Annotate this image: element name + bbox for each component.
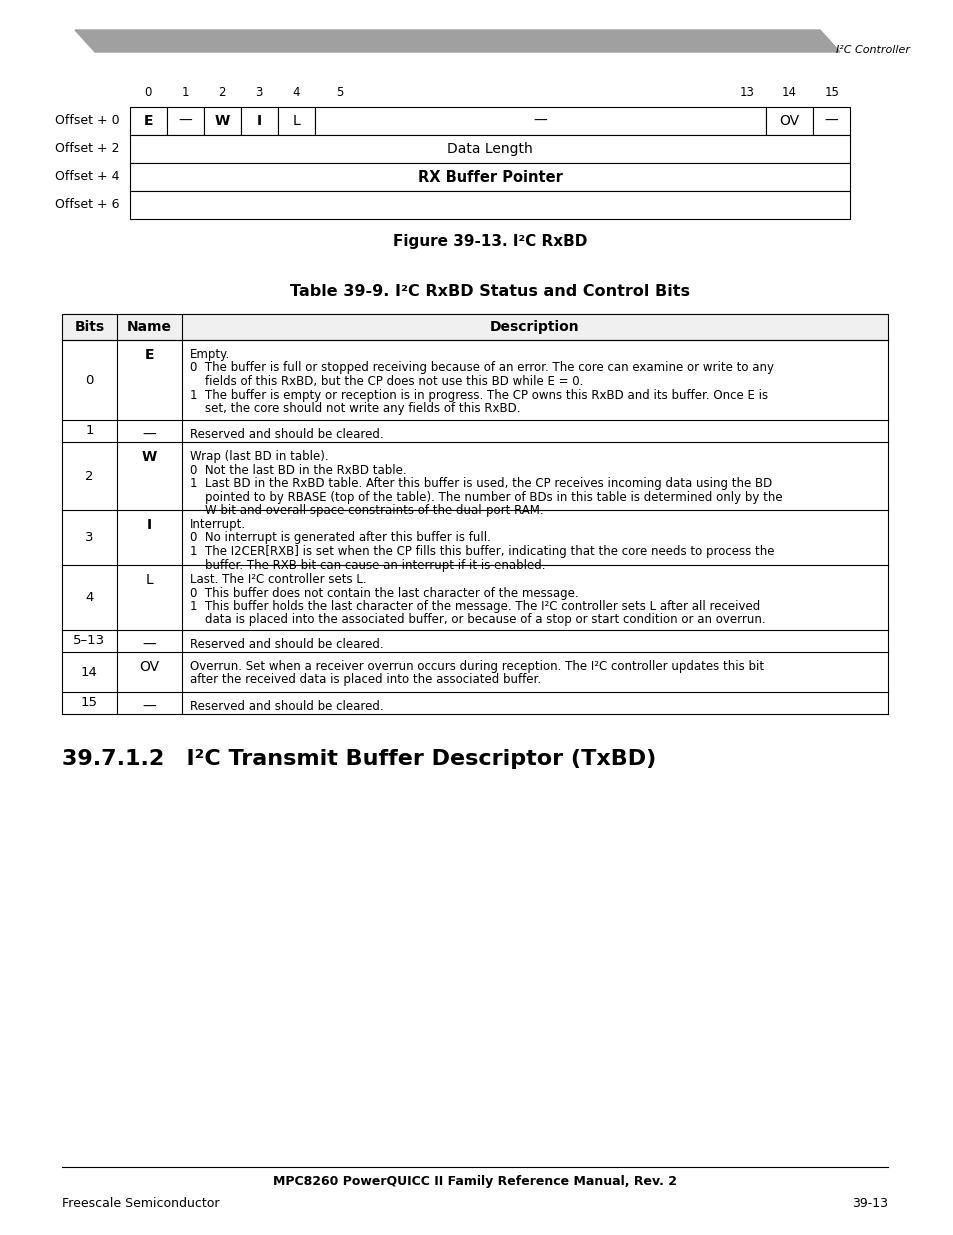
Text: RX Buffer Pointer: RX Buffer Pointer [417,169,562,184]
Text: 1: 1 [85,425,93,437]
Text: 39-13: 39-13 [851,1197,887,1210]
Text: W bit and overall space constraints of the dual-port RAM.: W bit and overall space constraints of t… [190,504,543,517]
Text: Figure 39-13. I²C RxBD: Figure 39-13. I²C RxBD [393,233,587,249]
Bar [812,107,849,135]
Text: Offset + 2: Offset + 2 [55,142,120,156]
Text: set, the core should not write any fields of this RxBD.: set, the core should not write any field… [190,403,520,415]
Text: 0: 0 [144,86,152,100]
Text: fields of this RxBD, but the CP does not use this BD while E = 0.: fields of this RxBD, but the CP does not… [190,375,583,388]
Bar [62,314,887,340]
Text: Wrap (last BD in table).: Wrap (last BD in table). [190,450,328,463]
Bar [130,191,849,219]
Text: 39.7.1.2 I²C Transmit Buffer Descriptor (TxBD): 39.7.1.2 I²C Transmit Buffer Descriptor … [62,748,656,769]
Text: OV: OV [779,114,799,128]
Bar [130,107,167,135]
Polygon shape [75,30,840,52]
Text: E: E [145,348,154,362]
Text: 4: 4 [85,592,93,604]
Text: 0  Not the last BD in the RxBD table.: 0 Not the last BD in the RxBD table. [190,463,406,477]
Text: W: W [142,450,157,464]
Text: 1  The buffer is empty or reception is in progress. The CP owns this RxBD and it: 1 The buffer is empty or reception is in… [190,389,767,401]
Text: 0  The buffer is full or stopped receiving because of an error. The core can exa: 0 The buffer is full or stopped receivin… [190,362,773,374]
Text: 1: 1 [181,86,189,100]
Bar [130,135,849,163]
Text: pointed to by RBASE (top of the table). The number of BDs in this table is deter: pointed to by RBASE (top of the table). … [190,490,781,504]
Bar [204,107,241,135]
Text: 2: 2 [218,86,226,100]
Text: after the received data is placed into the associated buffer.: after the received data is placed into t… [190,673,540,687]
Bar [241,107,277,135]
Text: 0  No interrupt is generated after this buffer is full.: 0 No interrupt is generated after this b… [190,531,491,545]
Text: 3: 3 [85,531,93,543]
Text: MPC8260 PowerQUICC II Family Reference Manual, Rev. 2: MPC8260 PowerQUICC II Family Reference M… [273,1174,677,1188]
Text: —: — [533,114,547,128]
Text: 15: 15 [823,86,839,100]
Text: E: E [144,114,153,128]
Text: —: — [143,638,156,652]
Text: L: L [146,573,153,587]
Text: 2: 2 [85,469,93,483]
Text: 5–13: 5–13 [73,635,106,647]
Text: —: — [823,114,838,128]
Text: Offset + 6: Offset + 6 [55,199,120,211]
Text: W: W [214,114,230,128]
Text: 1  Last BD in the RxBD table. After this buffer is used, the CP receives incomin: 1 Last BD in the RxBD table. After this … [190,477,771,490]
Text: 5: 5 [336,86,343,100]
Text: Offset + 4: Offset + 4 [55,170,120,184]
Text: 1  The I2CER[RXB] is set when the CP fills this buffer, indicating that the core: 1 The I2CER[RXB] is set when the CP fill… [190,545,774,558]
Text: data is placed into the associated buffer, or because of a stop or start conditi: data is placed into the associated buffe… [190,614,765,626]
Bar [314,107,765,135]
Text: Reserved and should be cleared.: Reserved and should be cleared. [190,638,383,651]
Text: Empty.: Empty. [190,348,230,361]
Text: buffer. The RXB bit can cause an interrupt if it is enabled.: buffer. The RXB bit can cause an interru… [190,558,545,572]
Text: 15: 15 [81,697,98,709]
Text: 14: 14 [81,666,98,678]
Text: L: L [293,114,300,128]
Text: Reserved and should be cleared.: Reserved and should be cleared. [190,429,383,441]
Bar [277,107,314,135]
Text: Last. The I²C controller sets L.: Last. The I²C controller sets L. [190,573,366,585]
Text: 3: 3 [255,86,262,100]
Text: Table 39-9. I²C RxBD Status and Control Bits: Table 39-9. I²C RxBD Status and Control … [290,284,689,299]
Text: Interrupt.: Interrupt. [190,517,246,531]
Text: Bits: Bits [74,320,105,333]
Bar [167,107,204,135]
Text: 0  This buffer does not contain the last character of the message.: 0 This buffer does not contain the last … [190,587,578,599]
Text: 14: 14 [781,86,796,100]
Text: —: — [143,429,156,442]
Text: —: — [143,700,156,714]
Text: I²C Controller: I²C Controller [835,44,909,56]
Text: I: I [256,114,262,128]
Text: 1  This buffer holds the last character of the message. The I²C controller sets : 1 This buffer holds the last character o… [190,600,760,613]
Text: Reserved and should be cleared.: Reserved and should be cleared. [190,700,383,713]
Bar [130,163,849,191]
Text: Name: Name [127,320,172,333]
Text: —: — [178,114,193,128]
Text: Description: Description [490,320,579,333]
Text: I: I [147,517,152,532]
Text: Data Length: Data Length [447,142,533,156]
Text: Overrun. Set when a receiver overrun occurs during reception. The I²C controller: Overrun. Set when a receiver overrun occ… [190,659,763,673]
Text: 4: 4 [292,86,299,100]
Bar [765,107,812,135]
Text: 13: 13 [739,86,754,100]
Text: OV: OV [139,659,159,674]
Text: Offset + 0: Offset + 0 [55,115,120,127]
Text: Freescale Semiconductor: Freescale Semiconductor [62,1197,219,1210]
Text: 0: 0 [85,373,93,387]
